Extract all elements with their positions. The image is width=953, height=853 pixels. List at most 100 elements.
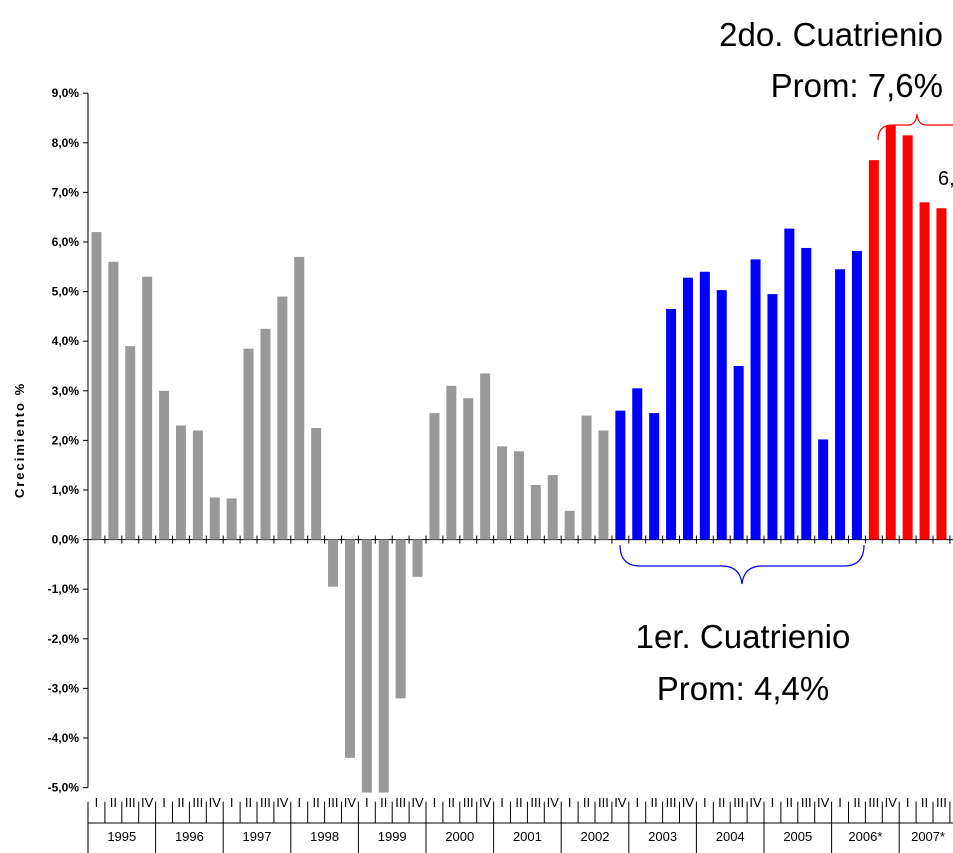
bar (513, 451, 524, 540)
bar (581, 415, 592, 540)
first-term-title: 1er. Cuatrienio (636, 618, 851, 655)
bar (615, 410, 626, 540)
y-tick-label: 4,0% (52, 334, 80, 348)
quarter-label: III (666, 795, 677, 810)
y-tick-label: -1,0% (48, 582, 80, 596)
year-label: 2001 (513, 829, 542, 844)
bar (682, 277, 693, 540)
year-label: 2004 (716, 829, 745, 844)
quarter-label: I (95, 795, 99, 810)
y-tick-label: -4,0% (48, 731, 80, 745)
y-tick-label: 7,0% (52, 185, 80, 199)
bar (159, 390, 170, 540)
second-term-brace (877, 113, 953, 141)
bar (801, 247, 812, 540)
quarter-label: IV (479, 795, 492, 810)
bar (226, 498, 237, 540)
quarter-label: II (313, 795, 320, 810)
year-label: 2007* (911, 829, 945, 844)
quarter-label: II (245, 795, 252, 810)
quarter-label: III (733, 795, 744, 810)
y-tick-label: 6,0% (52, 235, 80, 249)
y-tick-label: 0,0% (52, 533, 80, 547)
quarter-label: I (568, 795, 572, 810)
bar (395, 539, 406, 699)
bar (784, 228, 795, 540)
quarter-label: II (853, 795, 860, 810)
bar (716, 290, 727, 540)
bar (108, 261, 119, 540)
quarter-label: III (936, 795, 947, 810)
quarter-label: I (162, 795, 166, 810)
quarter-label: I (230, 795, 234, 810)
bar (733, 366, 744, 540)
bar (344, 539, 355, 758)
bar (209, 497, 220, 540)
bar (260, 328, 271, 540)
bar (851, 250, 862, 540)
bar (666, 308, 677, 540)
quarter-label: I (703, 795, 707, 810)
quarter-label: III (395, 795, 406, 810)
bar (480, 373, 491, 540)
quarter-label: IV (141, 795, 154, 810)
quarter-label: I (635, 795, 639, 810)
quarter-label: IV (682, 795, 695, 810)
bar (767, 294, 778, 540)
bar (919, 202, 930, 540)
quarter-label: III (463, 795, 474, 810)
bar (328, 539, 339, 587)
y-tick-label: -2,0% (48, 632, 80, 646)
bar (632, 388, 643, 540)
quarter-label: IV (411, 795, 424, 810)
quarter-label: II (515, 795, 522, 810)
bar (564, 510, 575, 540)
year-label: 1999 (378, 829, 407, 844)
bar (699, 271, 710, 540)
bar (530, 485, 541, 540)
quarter-label: IV (885, 795, 898, 810)
bar (412, 539, 423, 577)
bar (277, 296, 288, 540)
bar (125, 346, 136, 540)
bar (378, 539, 389, 793)
y-tick-label: -5,0% (48, 781, 80, 795)
quarter-label: III (801, 795, 812, 810)
year-label: 2000 (445, 829, 474, 844)
quarter-label: I (771, 795, 775, 810)
y-tick-label: 1,0% (52, 483, 80, 497)
bar (649, 413, 660, 540)
bar (192, 430, 203, 540)
y-tick-label: 5,0% (52, 285, 80, 299)
second-term-average: Prom: 7,6% (771, 67, 943, 104)
quarter-label: IV (344, 795, 357, 810)
bar (91, 232, 102, 540)
quarter-label: IV (276, 795, 289, 810)
quarter-label: I (297, 795, 301, 810)
year-label: 1995 (107, 829, 136, 844)
labels-layer: -5,0% -4,0% -3,0% -2,0% -1,0% 0,0% 1,0% 2,0% 3,0… (48, 86, 947, 844)
quarter-label: II (110, 795, 117, 810)
quarter-label: II (380, 795, 387, 810)
partial-data-label: 6, (938, 168, 953, 190)
quarter-label: III (530, 795, 541, 810)
y-tick-label: 8,0% (52, 136, 80, 150)
bar (868, 160, 879, 540)
quarter-label: II (448, 795, 455, 810)
quarter-label: II (921, 795, 928, 810)
year-label: 2005 (783, 829, 812, 844)
y-tick-label: 3,0% (52, 384, 80, 398)
year-label: 2003 (648, 829, 677, 844)
bar (547, 475, 558, 540)
quarter-label: II (718, 795, 725, 810)
quarter-label: IV (547, 795, 560, 810)
first-term-brace (619, 544, 865, 585)
bar (311, 428, 322, 540)
bar (818, 439, 829, 540)
quarter-label: I (500, 795, 504, 810)
quarter-label: IV (209, 795, 222, 810)
bar (361, 539, 372, 793)
bar (497, 446, 508, 540)
bar (446, 385, 457, 540)
